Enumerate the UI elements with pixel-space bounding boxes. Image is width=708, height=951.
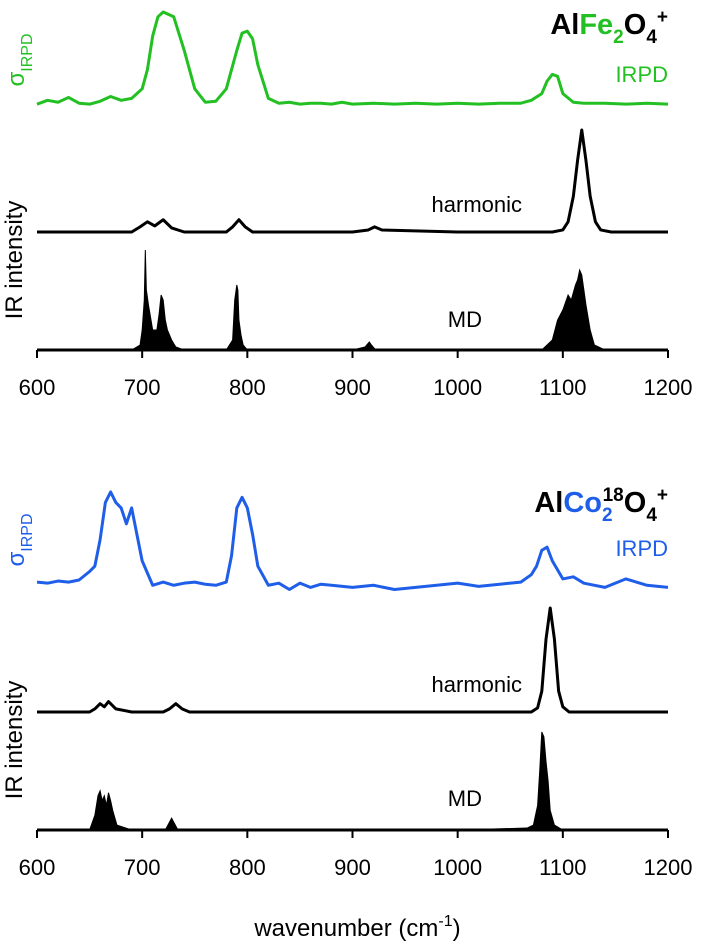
series-label: IRPD [615,536,668,561]
y-label: IR intensity [1,681,28,800]
x-tick-label: 700 [124,375,161,400]
title-part: + [657,7,668,28]
series-label: MD [448,786,482,811]
series-label: harmonic [432,192,522,217]
series-label: MD [448,307,482,332]
title-part: 2 [613,27,624,48]
title-part: 4 [646,27,657,48]
x-label-part: ) [453,915,461,942]
x-tick-label: 1000 [433,375,482,400]
title-part: O [624,487,647,519]
x-label-part: wavenumber (cm [253,915,438,942]
x-tick-label: 700 [124,855,161,880]
sigma-sub: IRPD [19,33,36,71]
title-part: Fe [579,9,613,41]
series-label: IRPD [615,62,668,87]
panel-title: AlFe2O4+ [550,7,668,48]
title-part: 4 [646,505,657,526]
x-tick-label: 1000 [433,855,482,880]
y-label-sigma: σIRPD [3,33,36,86]
spectrum-line [37,128,668,234]
x-tick-label: 900 [334,855,371,880]
x-tick-label: 1100 [539,375,586,400]
spectrum-line [36,490,669,592]
x-tick-label: 900 [334,375,371,400]
spectrum-line [36,10,669,106]
title-part: + [657,485,668,506]
x-tick-label: 1200 [644,375,693,400]
x-tick-label: 800 [229,855,266,880]
x-label: wavenumber (cm-1) [253,913,460,942]
x-tick-label: 1200 [644,855,693,880]
title-part: 2 [602,505,613,526]
sigma: σ [3,552,30,567]
md-histogram [37,731,668,831]
title-part: 18 [603,485,624,506]
x-tick-label: 600 [19,855,56,880]
x-tick-label: 600 [19,375,56,400]
sigma: σ [3,72,30,87]
title-part: Al [534,487,563,519]
panel-title: AlCo218O4+ [534,485,668,526]
md-histogram [37,249,668,351]
x-tick-label: 1100 [539,855,586,880]
x-tick-label: 800 [229,375,266,400]
title-part: O [624,9,647,41]
y-label: IR intensity [1,201,28,320]
title-part: Co [563,487,602,519]
title-part: Al [550,9,579,41]
x-label-part: -1 [438,913,452,930]
series-label: harmonic [432,672,522,697]
y-label-sigma: σIRPD [3,513,36,566]
spectrum-line [37,606,668,714]
sigma-sub: IRPD [19,513,36,551]
